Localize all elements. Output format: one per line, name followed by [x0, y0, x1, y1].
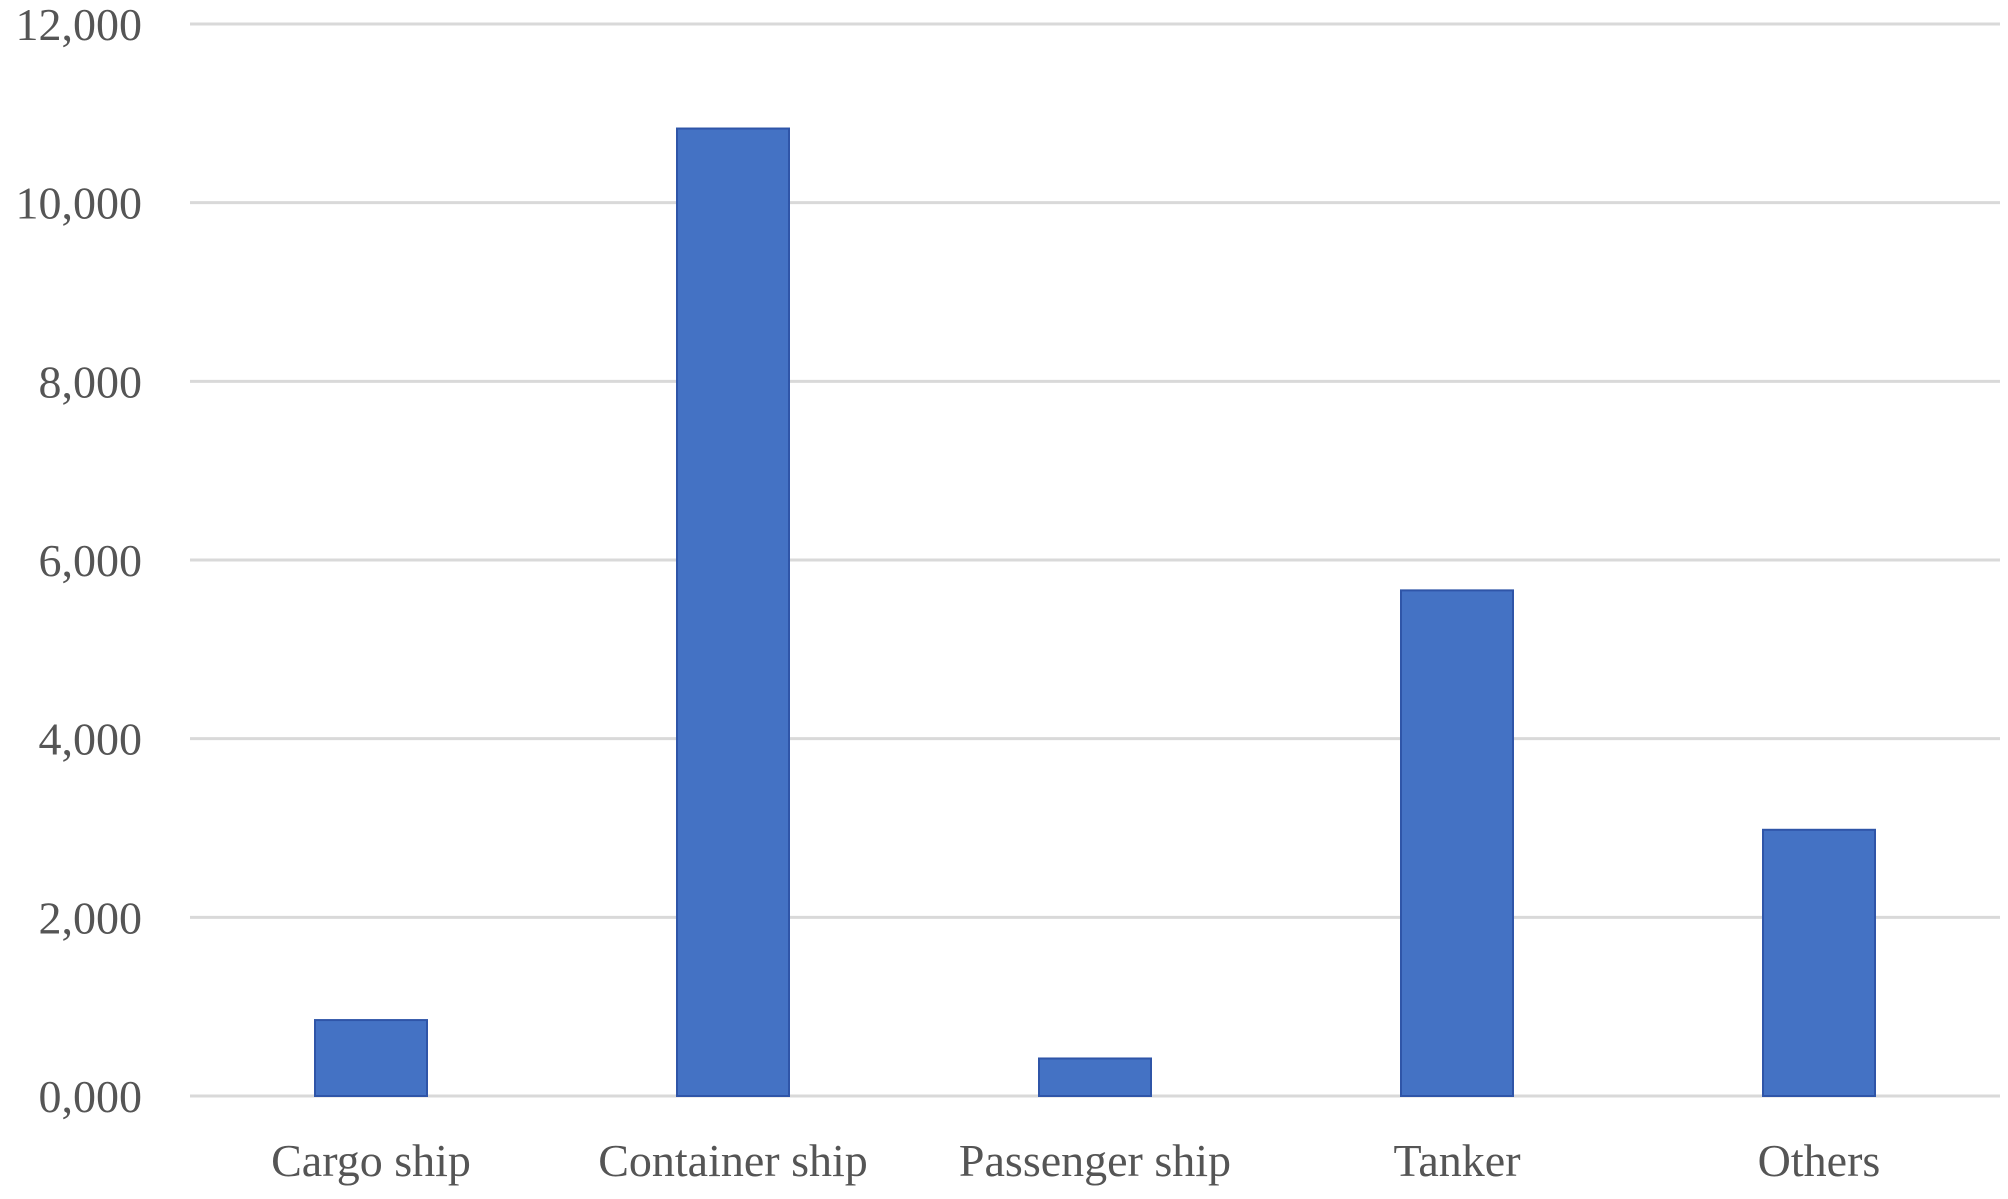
y-tick-label: 10,000 [16, 178, 143, 229]
x-category-label: Tanker [1393, 1135, 1520, 1186]
x-axis-category-labels: Cargo ship Container ship Passenger ship Ta… [271, 1135, 1880, 1186]
x-category-label: Passenger ship [959, 1135, 1231, 1186]
x-category-label: Others [1758, 1135, 1881, 1186]
y-tick-label: 12,000 [16, 0, 143, 50]
y-axis-tick-labels: 0,000 2,000 4,000 6,000 8,000 10,000 12,000 [16, 0, 143, 1122]
bar [676, 127, 790, 1097]
y-tick-label: 0,000 [39, 1071, 143, 1122]
bar [1038, 1057, 1152, 1097]
y-tick-label: 8,000 [39, 356, 143, 407]
bar [1400, 589, 1514, 1098]
bars [314, 127, 1876, 1098]
gridlines [190, 22, 2000, 1098]
y-tick-label: 6,000 [39, 535, 143, 586]
x-category-label: Container ship [598, 1135, 868, 1186]
x-category-label: Cargo ship [271, 1135, 471, 1186]
y-tick-label: 2,000 [39, 892, 143, 943]
bar [314, 1019, 428, 1097]
y-tick-label: 4,000 [39, 714, 143, 765]
bar [1762, 828, 1876, 1098]
